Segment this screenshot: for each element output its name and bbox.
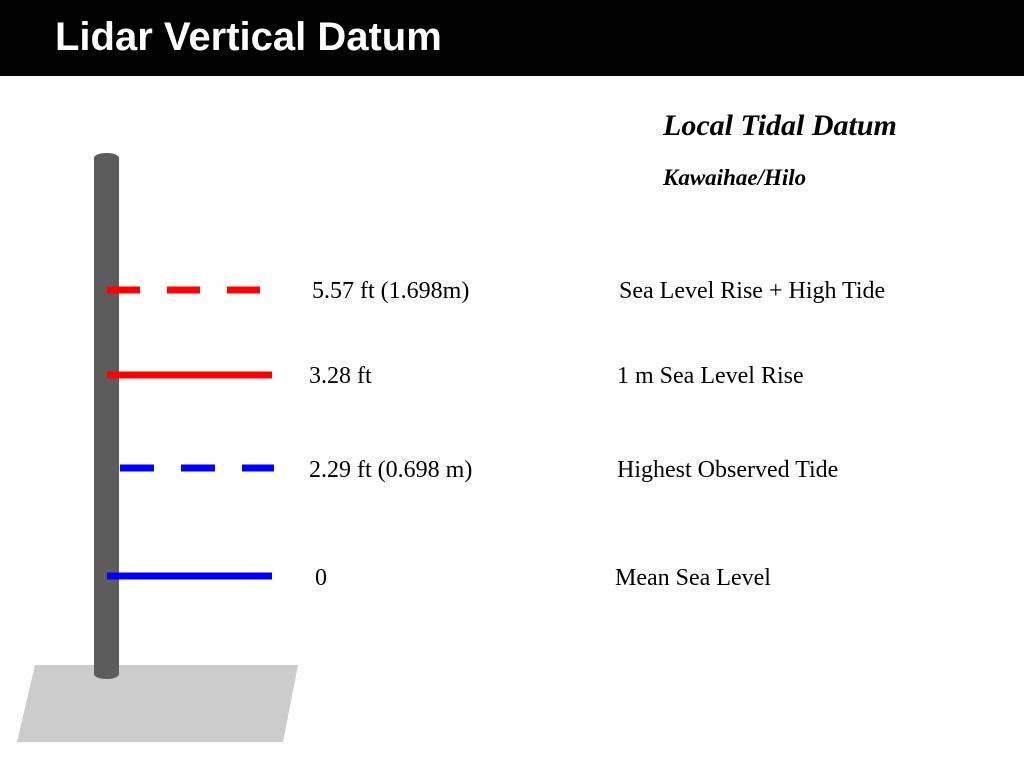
slide-title: Lidar Vertical Datum [55,15,442,59]
datum-location: Kawaihae/Hilo [662,165,806,190]
level-description: Sea Level Rise + High Tide [619,278,885,304]
level-description: Highest Observed Tide [617,457,838,483]
level-value: 5.57 ft (1.698m) [312,278,469,304]
header-bar [0,0,1024,76]
datum-heading: Local Tidal Datum [662,109,897,142]
level-value: 2.29 ft (0.698 m) [309,457,472,483]
level-description: 1 m Sea Level Rise [617,363,804,389]
pole [94,153,119,679]
level-description: Mean Sea Level [615,565,771,591]
ground [17,665,298,742]
level-value: 3.28 ft [309,363,372,389]
level-value: 0 [315,565,327,591]
